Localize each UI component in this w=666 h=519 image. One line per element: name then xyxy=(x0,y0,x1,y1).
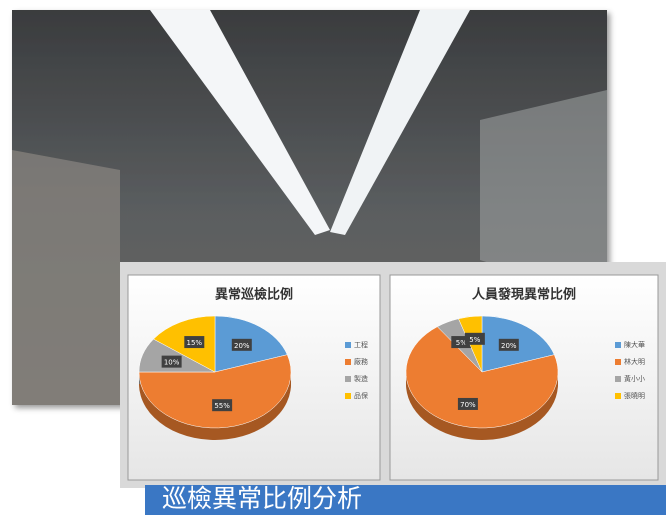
legend-label: 廠務 xyxy=(354,357,368,366)
label-bg xyxy=(161,355,182,368)
slice xyxy=(405,326,559,429)
data-label: 55% xyxy=(214,402,230,410)
data-label: 15% xyxy=(187,339,203,347)
label-bg xyxy=(231,338,252,351)
label-bg xyxy=(464,332,485,345)
legend-swatch xyxy=(615,393,621,399)
legend-swatch xyxy=(615,359,621,365)
legend-label: 林大明 xyxy=(624,357,645,366)
legend-label: 工程 xyxy=(354,340,368,349)
caption-bar xyxy=(145,485,666,515)
legend-swatch xyxy=(615,376,621,382)
chart-title: 人員發現異常比例 xyxy=(472,287,576,303)
legend-swatch xyxy=(345,393,351,399)
legend-swatch xyxy=(345,376,351,382)
legend-label: 張曉明 xyxy=(624,391,645,400)
legend-label: 製造 xyxy=(354,374,368,383)
caption: 巡檢異常比例分析 xyxy=(162,484,362,513)
slice xyxy=(153,315,216,373)
legend-swatch xyxy=(345,359,351,365)
data-label: 20% xyxy=(501,342,517,350)
data-label: 70% xyxy=(460,401,476,409)
legend-label: 陳大華 xyxy=(624,340,645,349)
label-bg xyxy=(184,336,205,349)
data-label: 20% xyxy=(234,342,250,350)
label-bg xyxy=(212,399,233,412)
data-label: 5% xyxy=(456,339,467,347)
legend-swatch xyxy=(345,342,351,348)
data-label: 5% xyxy=(469,336,480,344)
legend-label: 品保 xyxy=(354,391,368,400)
label-bg xyxy=(457,397,478,410)
slice xyxy=(138,354,292,429)
legend-label: 黃小小 xyxy=(624,374,645,383)
label-bg xyxy=(498,338,519,351)
chart-title: 異常巡檢比例 xyxy=(215,287,293,303)
legend-swatch xyxy=(615,342,621,348)
data-label: 10% xyxy=(164,359,180,367)
